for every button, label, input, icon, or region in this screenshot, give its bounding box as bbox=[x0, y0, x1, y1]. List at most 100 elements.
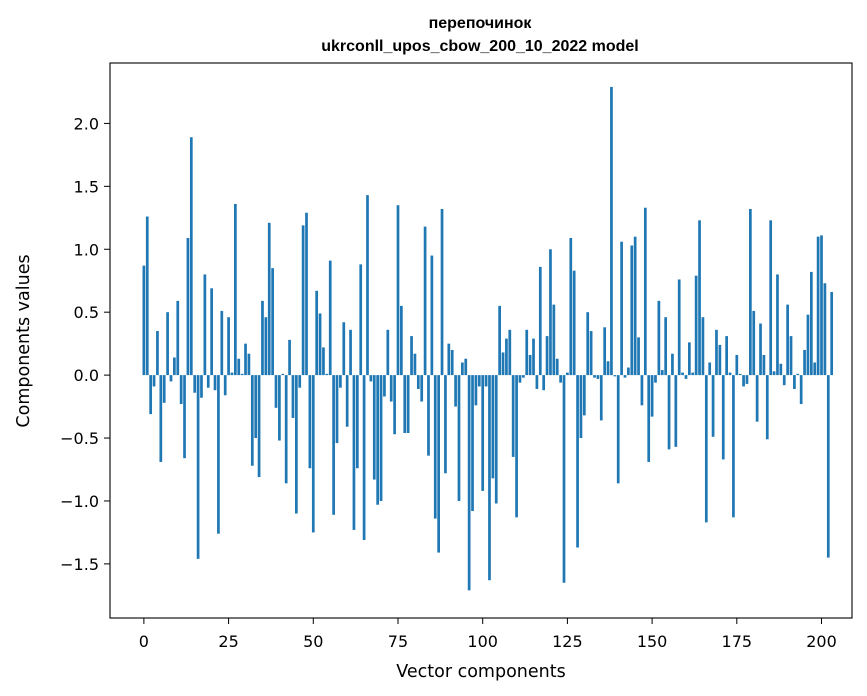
x-tick-label: 25 bbox=[218, 632, 238, 651]
bar bbox=[257, 375, 261, 478]
bar bbox=[396, 205, 400, 376]
bar bbox=[579, 375, 583, 439]
bar bbox=[308, 375, 312, 469]
bar bbox=[284, 375, 288, 484]
bar bbox=[555, 358, 559, 376]
bar bbox=[298, 375, 302, 388]
bar bbox=[786, 304, 789, 376]
bar bbox=[515, 375, 518, 518]
bar bbox=[189, 137, 193, 376]
bar bbox=[461, 362, 464, 376]
bar bbox=[715, 329, 718, 376]
bar bbox=[752, 310, 756, 376]
bars-group bbox=[142, 86, 834, 591]
bar bbox=[816, 236, 820, 376]
bar bbox=[779, 363, 783, 376]
bar bbox=[498, 305, 501, 376]
bar bbox=[291, 375, 295, 418]
bar bbox=[610, 86, 613, 376]
bar bbox=[149, 375, 153, 415]
bar bbox=[549, 249, 552, 376]
bar bbox=[511, 375, 515, 457]
bar bbox=[244, 343, 247, 376]
bar bbox=[328, 260, 332, 376]
bar bbox=[664, 317, 668, 376]
bar bbox=[826, 375, 830, 558]
bar bbox=[813, 362, 817, 376]
x-tick-label: 75 bbox=[388, 632, 408, 651]
bar bbox=[505, 338, 508, 376]
x-tick-label: 50 bbox=[303, 632, 323, 651]
bar bbox=[799, 375, 803, 405]
bar bbox=[793, 375, 796, 389]
bar bbox=[762, 354, 766, 376]
bar bbox=[427, 375, 430, 456]
bar bbox=[582, 375, 586, 416]
bar bbox=[240, 373, 244, 376]
bar bbox=[403, 375, 407, 433]
bar bbox=[406, 375, 410, 433]
y-axis-ticks: −1.5 −1.0 −0.5 0.0 0.5 1.0 1.5 2.0 bbox=[60, 114, 110, 574]
bar bbox=[593, 375, 596, 378]
bar bbox=[213, 375, 217, 391]
bar bbox=[471, 375, 474, 512]
bar bbox=[684, 375, 688, 379]
bar bbox=[704, 375, 708, 523]
bar bbox=[796, 373, 800, 376]
bar bbox=[657, 300, 661, 376]
chart-title: перепочинок bbox=[429, 15, 533, 32]
bar bbox=[294, 375, 298, 514]
bar bbox=[311, 375, 315, 533]
bar bbox=[542, 375, 546, 391]
bar bbox=[518, 375, 522, 383]
bar bbox=[606, 361, 610, 376]
bar bbox=[718, 344, 722, 376]
bar bbox=[345, 375, 349, 427]
bar bbox=[613, 375, 617, 377]
bar bbox=[522, 375, 525, 378]
bar bbox=[183, 375, 186, 459]
bar bbox=[820, 235, 823, 376]
bar bbox=[274, 375, 278, 408]
bar bbox=[721, 375, 725, 460]
x-tick-label: 150 bbox=[637, 632, 668, 651]
bar bbox=[481, 375, 485, 491]
bar bbox=[576, 375, 579, 548]
bar bbox=[169, 375, 173, 382]
y-tick-label: 1.0 bbox=[74, 240, 99, 259]
bar bbox=[173, 357, 176, 376]
bar bbox=[278, 375, 281, 441]
bar bbox=[508, 329, 512, 376]
bar bbox=[176, 300, 180, 376]
bar bbox=[349, 329, 352, 376]
bar bbox=[305, 212, 308, 376]
bar bbox=[627, 367, 630, 376]
bar bbox=[708, 362, 712, 376]
bar bbox=[677, 279, 681, 376]
bar bbox=[217, 375, 220, 534]
bar bbox=[738, 373, 742, 376]
bar bbox=[376, 375, 380, 505]
bar bbox=[413, 353, 417, 376]
bar bbox=[271, 268, 274, 376]
bar bbox=[142, 265, 146, 376]
bar bbox=[230, 372, 234, 376]
bar bbox=[372, 375, 376, 480]
bar bbox=[355, 375, 359, 469]
bar bbox=[806, 314, 810, 376]
bar bbox=[694, 275, 698, 376]
bar bbox=[227, 317, 230, 376]
bar bbox=[366, 195, 369, 376]
bar bbox=[145, 216, 149, 376]
y-tick-label: −0.5 bbox=[60, 429, 99, 448]
bar bbox=[467, 375, 471, 591]
bar bbox=[488, 375, 491, 581]
bar bbox=[630, 245, 634, 376]
bar bbox=[234, 203, 237, 376]
bar bbox=[437, 375, 440, 553]
bar bbox=[562, 375, 566, 583]
bar bbox=[237, 358, 241, 376]
bar bbox=[433, 375, 437, 519]
bar bbox=[745, 375, 749, 384]
bar bbox=[759, 323, 762, 376]
